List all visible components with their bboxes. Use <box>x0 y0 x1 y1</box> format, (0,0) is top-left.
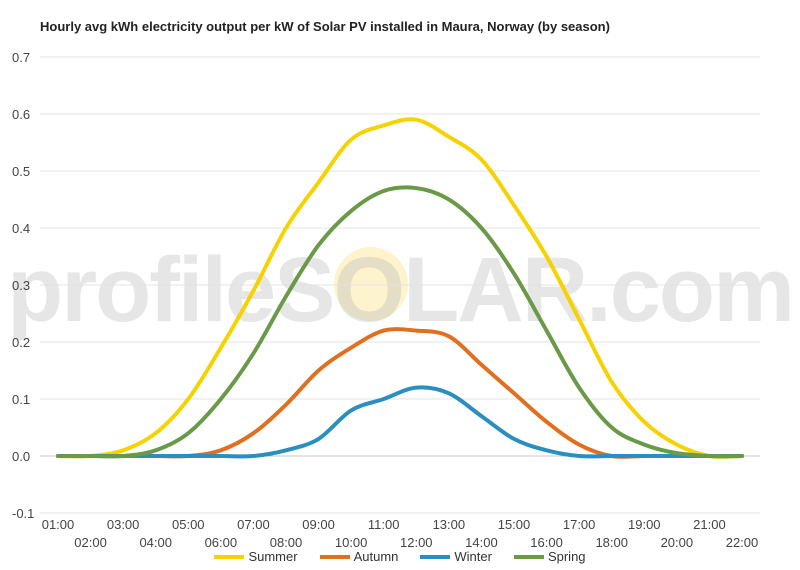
x-tick-label: 12:00 <box>400 535 433 548</box>
x-tick-label: 20:00 <box>661 535 694 548</box>
y-tick-label: 0.5 <box>12 164 30 179</box>
legend-swatch <box>420 554 451 559</box>
x-tick-label: 11:00 <box>368 517 400 532</box>
legend-swatch <box>319 554 350 559</box>
x-tick-label: 17:00 <box>563 517 596 532</box>
x-tick-label: 06:00 <box>205 535 238 548</box>
legend-label: Winter <box>454 549 492 564</box>
x-tick-label: 08:00 <box>270 535 303 548</box>
x-tick-label: 02:00 <box>74 535 107 548</box>
y-tick-label: 0.7 <box>12 50 30 65</box>
legend-item-spring[interactable]: Spring <box>513 549 586 564</box>
legend-swatch <box>214 554 245 559</box>
x-tick-label: 22:00 <box>726 535 759 548</box>
x-tick-label: 15:00 <box>498 517 531 532</box>
series-line-spring <box>56 185 744 459</box>
y-tick-label: 0.0 <box>12 449 30 464</box>
x-tick-label: 04:00 <box>139 535 172 548</box>
legend-swatch <box>513 554 544 559</box>
x-tick-label: 09:00 <box>302 517 335 532</box>
legend-item-winter[interactable]: Winter <box>420 549 492 564</box>
legend-label: Autumn <box>353 549 399 564</box>
y-tick-label: 0.1 <box>12 392 30 407</box>
y-axis: -0.1 0.0 0.1 0.2 0.3 0.4 0.5 0.6 0.7 <box>12 50 34 521</box>
series-line-summer <box>56 117 744 459</box>
legend-item-autumn[interactable]: Autumn <box>319 549 399 564</box>
x-tick-label: 19:00 <box>628 517 661 532</box>
x-tick-label: 13:00 <box>433 517 466 532</box>
y-tick-label: 0.3 <box>12 278 30 293</box>
x-tick-label: 05:00 <box>172 517 205 532</box>
series-lines <box>56 117 744 459</box>
y-tick-label: 0.6 <box>12 107 30 122</box>
x-tick-label: 10:00 <box>335 535 368 548</box>
chart-area: -0.10.00.10.20.30.40.50.60.7 01:0002:000… <box>12 50 760 548</box>
grid <box>40 56 760 514</box>
series-line-winter <box>56 385 744 459</box>
x-tick-label: 16:00 <box>530 535 563 548</box>
x-tick-label: 18:00 <box>595 535 628 548</box>
chart-title: Hourly avg kWh electricity output per kW… <box>40 19 610 34</box>
legend: Summer Autumn Winter Spring <box>0 549 800 564</box>
y-tick-label: 0.2 <box>12 335 30 350</box>
x-tick-label: 03:00 <box>107 517 140 532</box>
legend-label: Summer <box>248 549 298 564</box>
x-tick-label: 07:00 <box>237 517 270 532</box>
x-tick-label: 21:00 <box>693 517 726 532</box>
legend-label: Spring <box>547 549 586 564</box>
legend-item-summer[interactable]: Summer <box>214 549 298 564</box>
y-tick-label: 0.4 <box>12 221 30 236</box>
y-tick-label: -0.1 <box>12 506 34 521</box>
x-tick-label: 14:00 <box>465 535 498 548</box>
x-tick-label: 01:00 <box>42 517 75 532</box>
